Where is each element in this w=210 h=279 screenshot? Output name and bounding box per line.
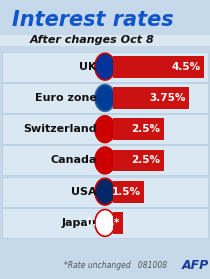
Circle shape (95, 210, 115, 236)
FancyBboxPatch shape (0, 35, 210, 46)
FancyBboxPatch shape (2, 208, 208, 238)
FancyBboxPatch shape (2, 52, 208, 82)
Text: After changes Oct 8: After changes Oct 8 (30, 35, 155, 45)
FancyBboxPatch shape (113, 181, 143, 203)
FancyBboxPatch shape (2, 83, 208, 113)
Text: Euro zone: Euro zone (35, 93, 97, 103)
FancyBboxPatch shape (113, 150, 164, 171)
Text: Switzerland: Switzerland (23, 124, 97, 134)
Text: 1.5%: 1.5% (111, 187, 140, 197)
Circle shape (95, 147, 115, 174)
Text: 2.5%: 2.5% (131, 124, 160, 134)
Text: Interest rates: Interest rates (12, 10, 173, 30)
Circle shape (95, 53, 115, 80)
Text: UK: UK (79, 62, 97, 72)
FancyBboxPatch shape (0, 0, 210, 35)
Circle shape (95, 116, 115, 143)
FancyBboxPatch shape (113, 212, 123, 234)
Circle shape (95, 178, 115, 205)
FancyBboxPatch shape (2, 145, 208, 175)
Text: Japan: Japan (62, 218, 97, 228)
FancyBboxPatch shape (2, 177, 208, 207)
FancyBboxPatch shape (113, 56, 204, 78)
Text: 2.5%: 2.5% (131, 155, 160, 165)
Text: Canada: Canada (50, 155, 97, 165)
Text: USA: USA (71, 187, 97, 197)
Circle shape (95, 85, 115, 111)
FancyBboxPatch shape (113, 118, 164, 140)
Text: 3.75%: 3.75% (149, 93, 185, 103)
Text: *Rate unchanged   081008: *Rate unchanged 081008 (64, 261, 167, 270)
FancyBboxPatch shape (113, 87, 189, 109)
Text: AFP: AFP (182, 259, 209, 271)
FancyBboxPatch shape (0, 239, 210, 279)
Text: 4.5%: 4.5% (171, 62, 201, 72)
Text: 0.5%*: 0.5%* (86, 218, 120, 228)
FancyBboxPatch shape (2, 114, 208, 144)
